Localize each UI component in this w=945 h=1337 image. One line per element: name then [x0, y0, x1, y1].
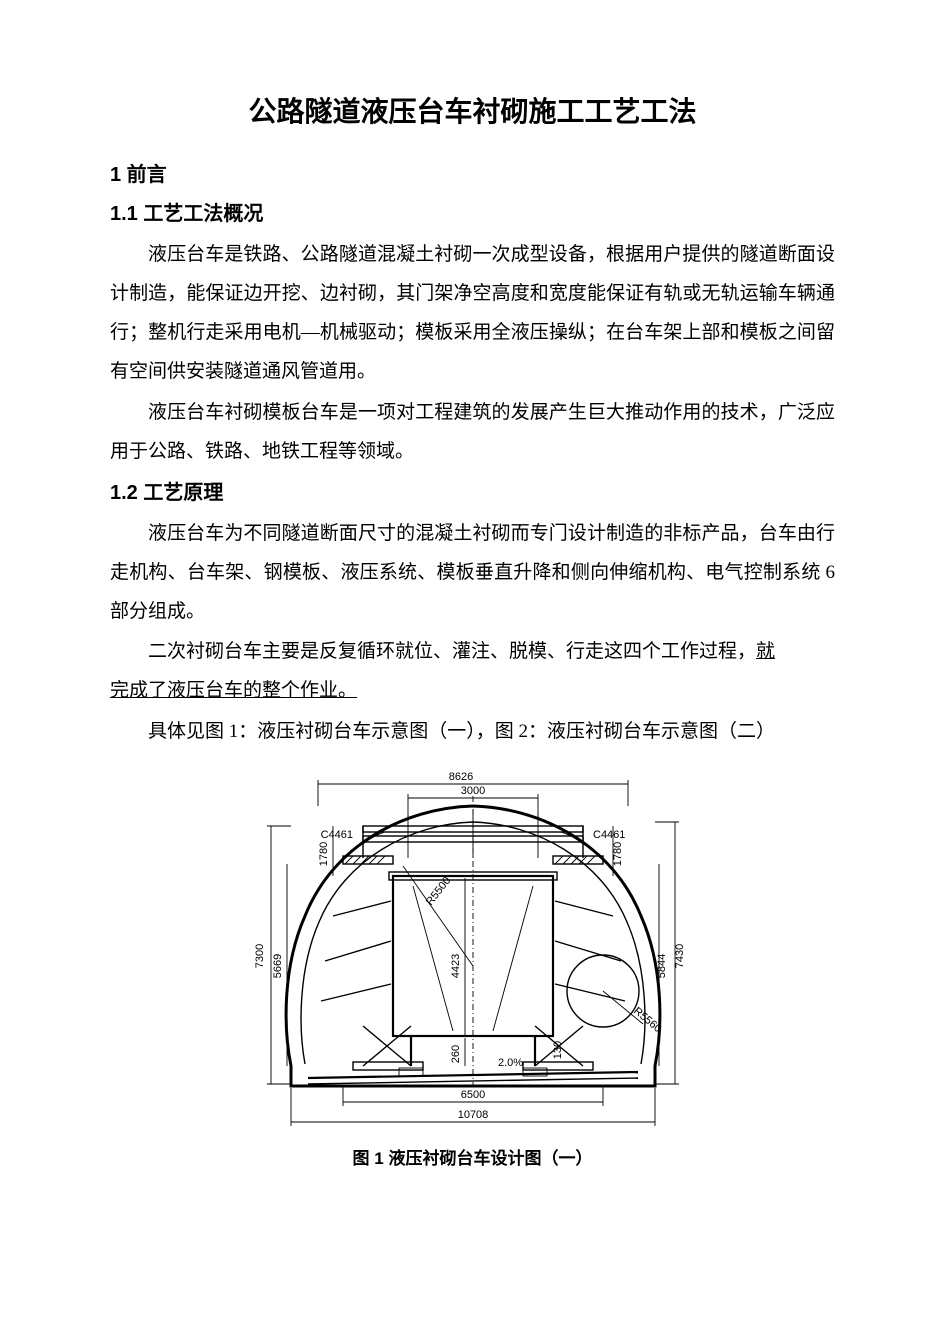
- paragraph-1: 液压台车是铁路、公路隧道混凝土衬砌一次成型设备，根据用户提供的隧道断面设计制造，…: [110, 236, 835, 392]
- paragraph-4: 二次衬砌台车主要是反复循环就位、灌注、脱模、行走这四个工作过程，就完成了液压台车…: [110, 633, 835, 711]
- paragraph-5: 具体见图 1：液压衬砌台车示意图（一），图 2：液压衬砌台车示意图（二）: [110, 713, 835, 752]
- dim-bottom-outer: 10708: [457, 1109, 488, 1121]
- figure-1-caption: 图 1 液压衬砌台车设计图（一）: [213, 1144, 733, 1169]
- dim-right-top-seg: 1780: [612, 842, 624, 866]
- paragraph-2: 液压台车衬砌模板台车是一项对工程建筑的发展产生巨大推动作用的技术，广泛应用于公路…: [110, 394, 835, 472]
- paragraph-4b-underline: 就: [756, 641, 775, 662]
- dim-left-inner-h: 5669: [272, 954, 284, 978]
- dim-130: 130: [552, 1041, 564, 1059]
- dim-right-arc: C4461: [593, 829, 625, 841]
- section-1-heading: 1 前言: [110, 158, 835, 187]
- paragraph-4c-underline: 完成了液压台车的整个作业。: [110, 680, 357, 701]
- paragraph-3: 液压台车为不同隧道断面尺寸的混凝土衬砌而专门设计制造的非标产品，台车由行走机构、…: [110, 515, 835, 632]
- dim-slope: 2.0%: [498, 1057, 523, 1069]
- figure-1-drawing: 8626 3000 C4461 C4461 R5500: [213, 766, 733, 1136]
- dim-right-inner-h: 5844: [656, 954, 668, 978]
- dim-left-outer-h: 7300: [254, 944, 266, 968]
- section-1-2-heading: 1.2 工艺原理: [110, 476, 835, 505]
- section-1-1-heading: 1.1 工艺工法概况: [110, 197, 835, 226]
- figure-1: 8626 3000 C4461 C4461 R5500: [213, 766, 733, 1169]
- dim-left-arc: C4461: [320, 829, 352, 841]
- dim-right-outer-h: 7430: [674, 944, 686, 968]
- dim-top-inner: 3000: [460, 785, 484, 797]
- dim-gantry-h: 4423: [450, 954, 462, 978]
- dim-left-top-seg: 1780: [318, 842, 330, 866]
- dim-top-outer: 8626: [448, 771, 472, 783]
- paragraph-4a: 二次衬砌台车主要是反复循环就位、灌注、脱模、行走这四个工作过程，: [148, 641, 756, 662]
- dim-260: 260: [450, 1045, 462, 1063]
- page-title: 公路隧道液压台车衬砌施工工艺工法: [110, 90, 835, 130]
- dim-bottom-inner: 6500: [460, 1089, 484, 1101]
